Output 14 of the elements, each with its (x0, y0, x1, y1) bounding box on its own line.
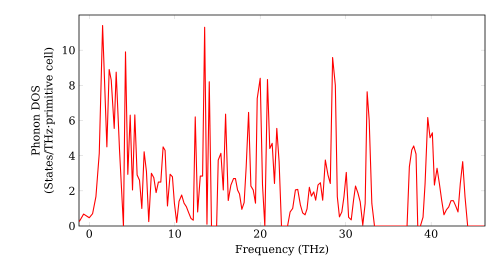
x-tick-label: 10 (169, 230, 181, 238)
y-tick-label: 8 (69, 81, 75, 90)
x-tick-label: 40 (424, 230, 438, 238)
x-tick-label: 30 (340, 230, 352, 238)
y-tick-label: 6 (69, 116, 75, 125)
x-tick-label: 0 (86, 230, 92, 238)
y-tick-label: 10 (62, 46, 75, 54)
y-tick-label: 4 (68, 152, 75, 160)
y-tick-label: 0 (69, 222, 75, 230)
x-tick-label: 20 (254, 230, 266, 238)
y-axis-title: Phonon DOS (States/THz·primitive cell) (31, 48, 55, 194)
y-tick-label: 2 (69, 186, 74, 195)
line-series (79, 25, 485, 226)
x-axis-title: Frequency (THz) (236, 244, 328, 256)
